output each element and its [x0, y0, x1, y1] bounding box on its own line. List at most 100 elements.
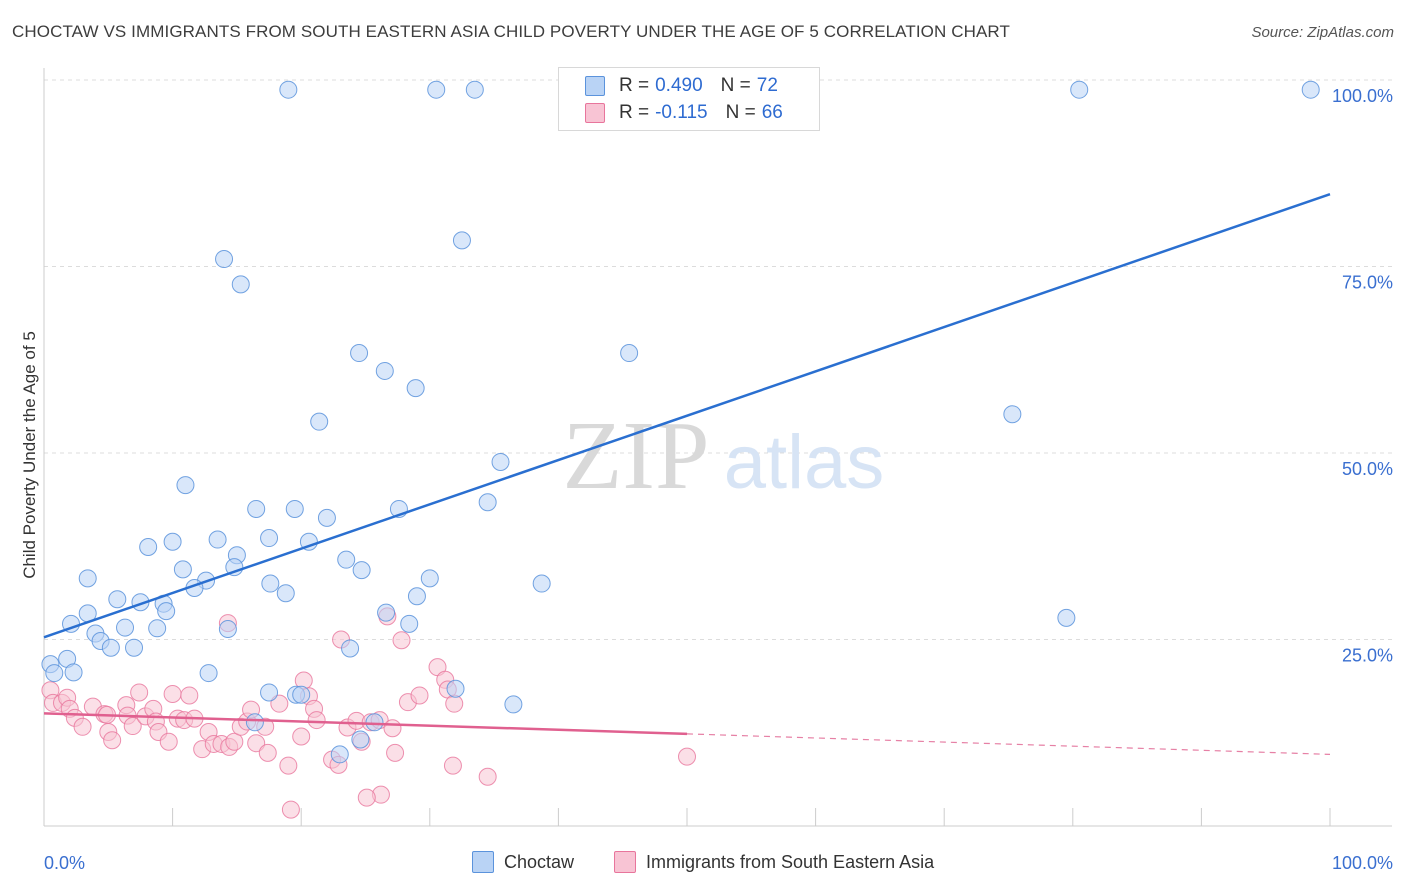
sea-point	[225, 732, 244, 751]
trend-lines	[43, 192, 1331, 755]
choctaw-point	[452, 231, 471, 250]
choctaw-point	[400, 614, 419, 633]
sea-point	[281, 800, 300, 819]
legend-row-choctaw: R = 0.490 N = 72	[585, 73, 778, 99]
sea-point	[103, 731, 122, 750]
choctaw-point	[101, 638, 120, 657]
sea-point	[392, 631, 411, 650]
legend-row-sea: R = -0.115 N = 66	[585, 100, 783, 126]
sea-point	[383, 719, 402, 738]
legend-n-value: 72	[756, 75, 778, 96]
sea-trend-line-extension	[686, 733, 1331, 755]
choctaw-point	[215, 250, 234, 269]
choctaw-point	[245, 713, 264, 732]
choctaw-point	[504, 695, 523, 714]
choctaw-point	[446, 679, 465, 698]
sea-point	[180, 686, 199, 705]
choctaw-point	[279, 80, 298, 99]
choctaw-point	[341, 639, 360, 658]
choctaw-point	[78, 569, 97, 588]
sea-point	[163, 684, 182, 703]
sea-point	[357, 788, 376, 807]
legend-r-value: 0.490	[655, 75, 703, 96]
watermark: ZIP atlas	[563, 402, 885, 510]
choctaw-point	[532, 574, 551, 593]
choctaw-point	[139, 537, 158, 556]
choctaw-point	[199, 664, 218, 683]
choctaw-point	[247, 499, 266, 518]
choctaw-point	[125, 638, 144, 657]
sea-point	[279, 756, 298, 775]
source-label: Source: ZipAtlas.com	[1251, 24, 1394, 41]
choctaw-point	[377, 603, 396, 622]
choctaw-point	[1301, 80, 1320, 99]
sea-point	[443, 756, 462, 775]
legend-n-label: N =	[725, 102, 756, 123]
sea-point	[247, 734, 266, 753]
choctaw-point	[260, 529, 279, 548]
legend-r-label: R =	[619, 75, 650, 96]
choctaw-point	[317, 508, 336, 527]
sea-point	[258, 743, 277, 762]
y-axis-label: Child Poverty Under the Age of 5	[20, 331, 39, 579]
series-choctaw-points	[41, 80, 1320, 764]
sea-point	[478, 767, 497, 786]
legend-n-label: N =	[720, 75, 751, 96]
choctaw-point	[375, 361, 394, 380]
y-tick-label: 50.0%	[1342, 459, 1393, 479]
series-legend-sea: Immigrants from South Eastern Asia	[614, 851, 934, 873]
choctaw-point	[157, 602, 176, 621]
choctaw-point	[352, 561, 371, 580]
choctaw-point	[465, 80, 484, 99]
sea-point	[445, 694, 464, 713]
sea-point	[270, 694, 289, 713]
series-legend-choctaw: Choctaw	[472, 851, 574, 873]
choctaw-point	[285, 499, 304, 518]
choctaw-point	[261, 574, 280, 593]
sea-point	[307, 711, 326, 730]
choctaw-point	[64, 663, 83, 682]
choctaw-point	[491, 452, 510, 471]
sea-point	[386, 743, 405, 762]
choctaw-point	[292, 685, 311, 704]
choctaw-point	[1057, 608, 1076, 627]
choctaw-point	[337, 550, 356, 569]
choctaw-point	[1003, 405, 1022, 424]
choctaw-trend-line	[43, 192, 1331, 639]
sea-point	[130, 683, 149, 702]
x-tick-label-left: 0.0%	[44, 853, 85, 873]
legend-r-label: R =	[619, 102, 650, 123]
y-tick-label: 75.0%	[1342, 273, 1393, 293]
legend-n-value: 66	[761, 102, 783, 123]
sea-point	[410, 686, 429, 705]
sea-point	[73, 717, 92, 736]
correlation-legend: R = 0.490 N = 72 R = -0.115 N = 66	[558, 67, 820, 131]
y-tick-label: 100.0%	[1332, 86, 1393, 106]
sea-point	[292, 727, 311, 746]
choctaw-point	[276, 584, 295, 603]
series-legend-swatch-sea	[614, 851, 636, 873]
choctaw-point	[365, 713, 384, 732]
series-legend-label-sea: Immigrants from South Eastern Asia	[646, 851, 935, 872]
grid-lines	[44, 79, 1392, 640]
tick-labels: 25.0% 50.0% 75.0% 100.0% 0.0% 100.0%	[44, 86, 1393, 873]
choctaw-point	[163, 532, 182, 551]
legend-r-value: -0.115	[655, 102, 708, 123]
choctaw-point	[116, 618, 135, 637]
chart-title: CHOCTAW VS IMMIGRANTS FROM SOUTH EASTERN…	[12, 22, 1010, 41]
choctaw-point	[478, 493, 497, 512]
y-tick-label: 25.0%	[1342, 646, 1393, 666]
choctaw-point	[351, 730, 370, 749]
choctaw-point	[148, 619, 167, 638]
choctaw-point	[310, 412, 329, 431]
legend-swatch-sea	[585, 103, 605, 123]
series-legend: Choctaw Immigrants from South Eastern As…	[0, 851, 1406, 877]
choctaw-point	[1070, 80, 1089, 99]
choctaw-point	[427, 80, 446, 99]
series-legend-swatch-choctaw	[472, 851, 494, 873]
sea-point	[123, 717, 142, 736]
sea-point	[159, 732, 178, 751]
choctaw-point	[407, 587, 426, 606]
choctaw-point	[420, 569, 439, 588]
